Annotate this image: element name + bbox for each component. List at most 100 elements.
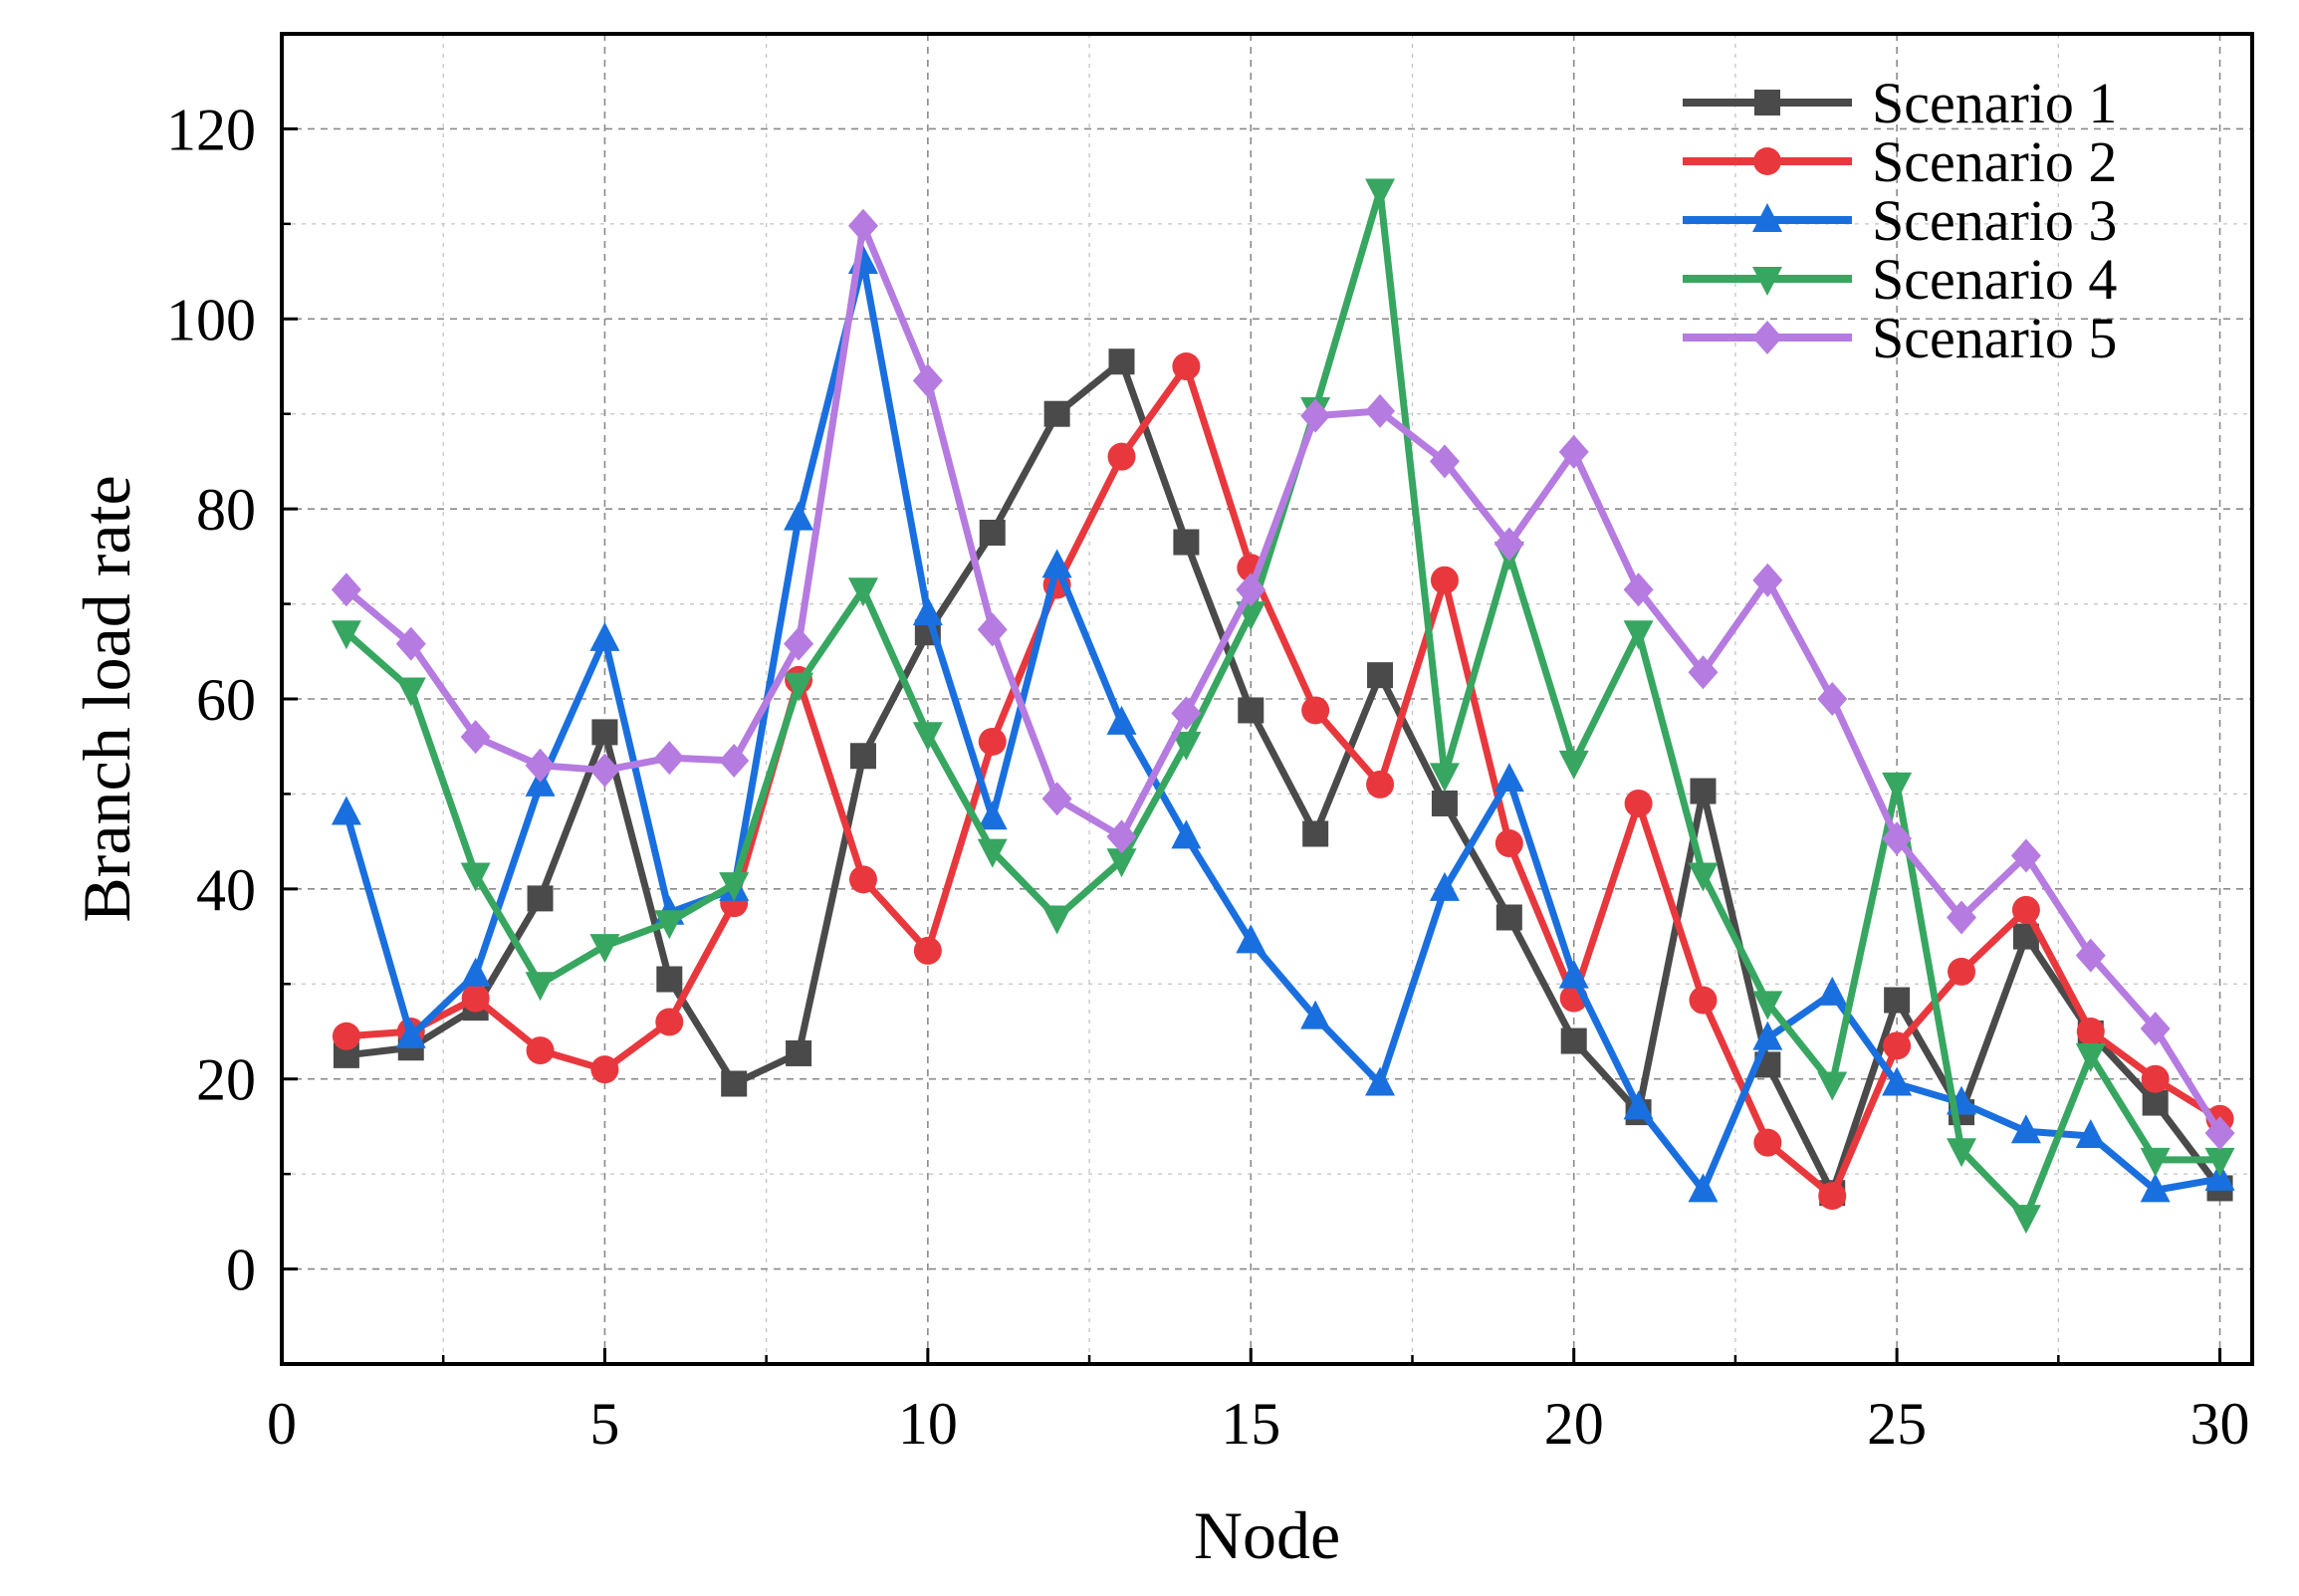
- data-point: [2075, 1042, 2106, 1072]
- data-point: [2076, 1018, 2105, 1045]
- data-point: [527, 885, 554, 912]
- data-point: [589, 753, 620, 788]
- data-point: [2140, 1147, 2171, 1177]
- data-point: [912, 596, 943, 626]
- data-point: [1173, 529, 1200, 556]
- legend-item: Scenario 2: [1683, 129, 2117, 194]
- data-point: [395, 626, 426, 661]
- data-point: [1882, 821, 1913, 856]
- data-point: [331, 620, 361, 650]
- data-point: [332, 1022, 360, 1050]
- axes: 0 5 10 15 20 25 30 0 20 40 60 80 100 120: [166, 97, 2250, 1457]
- data-point: [1107, 442, 1136, 471]
- data-point: [1041, 782, 1072, 816]
- data-point: [1172, 352, 1201, 380]
- data-point: [1171, 696, 1202, 731]
- data-point: [1753, 1128, 1782, 1157]
- data-point: [1494, 829, 1523, 858]
- x-tick-label: 10: [898, 1391, 958, 1457]
- data-point: [1429, 444, 1460, 479]
- y-tick-label: 120: [166, 97, 256, 162]
- data-point: [1238, 697, 1264, 724]
- data-point: [1882, 772, 1913, 801]
- data-point: [2140, 1012, 2171, 1046]
- data-point: [1430, 566, 1459, 594]
- data-point: [1365, 393, 1396, 428]
- data-point: [655, 1008, 684, 1036]
- y-tick-label: 80: [196, 477, 256, 543]
- data-point: [1171, 731, 1202, 761]
- data-point: [1688, 655, 1719, 690]
- data-point: [2011, 895, 2040, 924]
- data-point: [525, 748, 556, 783]
- legend-marker: [1753, 147, 1781, 175]
- data-point: [525, 972, 556, 1002]
- data-point: [1365, 178, 1396, 208]
- data-point: [1494, 527, 1524, 562]
- data-point: [847, 208, 878, 243]
- data-point: [1884, 987, 1911, 1014]
- data-point: [1690, 778, 1717, 804]
- grid: [282, 34, 2252, 1364]
- data-point: [2075, 1118, 2106, 1148]
- data-point: [1752, 563, 1783, 597]
- data-point: [719, 744, 750, 779]
- y-tick-label: 60: [196, 667, 256, 733]
- data-point: [1623, 620, 1654, 650]
- data-point: [331, 796, 361, 825]
- data-point: [1301, 696, 1330, 725]
- data-point: [2204, 1116, 2235, 1151]
- data-point: [589, 934, 620, 964]
- data-point: [395, 1019, 426, 1048]
- data-point: [1624, 789, 1653, 817]
- data-point: [1948, 957, 1976, 986]
- data-point: [1558, 434, 1589, 469]
- legend-label: Scenario 4: [1872, 247, 2117, 312]
- legend-label: Scenario 1: [1872, 71, 2117, 135]
- data-point: [1688, 862, 1719, 892]
- data-point: [1623, 1090, 1654, 1120]
- x-tick-label: 25: [1867, 1391, 1927, 1457]
- data-point: [1752, 1021, 1783, 1050]
- y-tick-label: 20: [196, 1047, 256, 1113]
- data-point: [1558, 750, 1589, 780]
- data-point: [1494, 763, 1524, 793]
- data-point: [461, 984, 490, 1013]
- data-point: [1817, 976, 1848, 1006]
- data-point: [1171, 819, 1202, 849]
- data-point: [1431, 790, 1458, 816]
- legend-item: Scenario 4: [1683, 247, 2117, 312]
- data-point: [654, 910, 685, 940]
- data-point: [721, 1070, 748, 1097]
- data-point: [719, 872, 750, 902]
- data-point: [848, 865, 877, 894]
- series-2: [332, 352, 2234, 1211]
- x-tick-label: 0: [267, 1391, 297, 1457]
- data-point: [978, 727, 1007, 756]
- data-point: [2010, 1114, 2041, 1144]
- data-point: [2140, 1173, 2171, 1203]
- data-point: [784, 626, 814, 661]
- series-line: [343, 258, 2221, 1194]
- data-point: [786, 1039, 812, 1066]
- legend-label: Scenario 5: [1872, 306, 2117, 370]
- data-point: [913, 936, 942, 965]
- data-point: [1429, 763, 1460, 793]
- data-point: [1688, 1173, 1719, 1203]
- data-point: [460, 720, 491, 755]
- data-point: [1947, 900, 1977, 935]
- data-point: [2141, 1064, 2170, 1093]
- data-point: [589, 621, 620, 651]
- data-point: [912, 363, 943, 398]
- legend-item: Scenario 5: [1683, 306, 2117, 370]
- x-axis-title: Node: [1194, 1497, 1340, 1573]
- data-point: [1367, 662, 1394, 689]
- legend-marker: [1752, 321, 1782, 354]
- data-point: [654, 741, 685, 776]
- data-point: [1882, 1066, 1913, 1096]
- data-point: [1106, 705, 1137, 735]
- data-point: [1300, 398, 1331, 433]
- data-point: [784, 672, 814, 702]
